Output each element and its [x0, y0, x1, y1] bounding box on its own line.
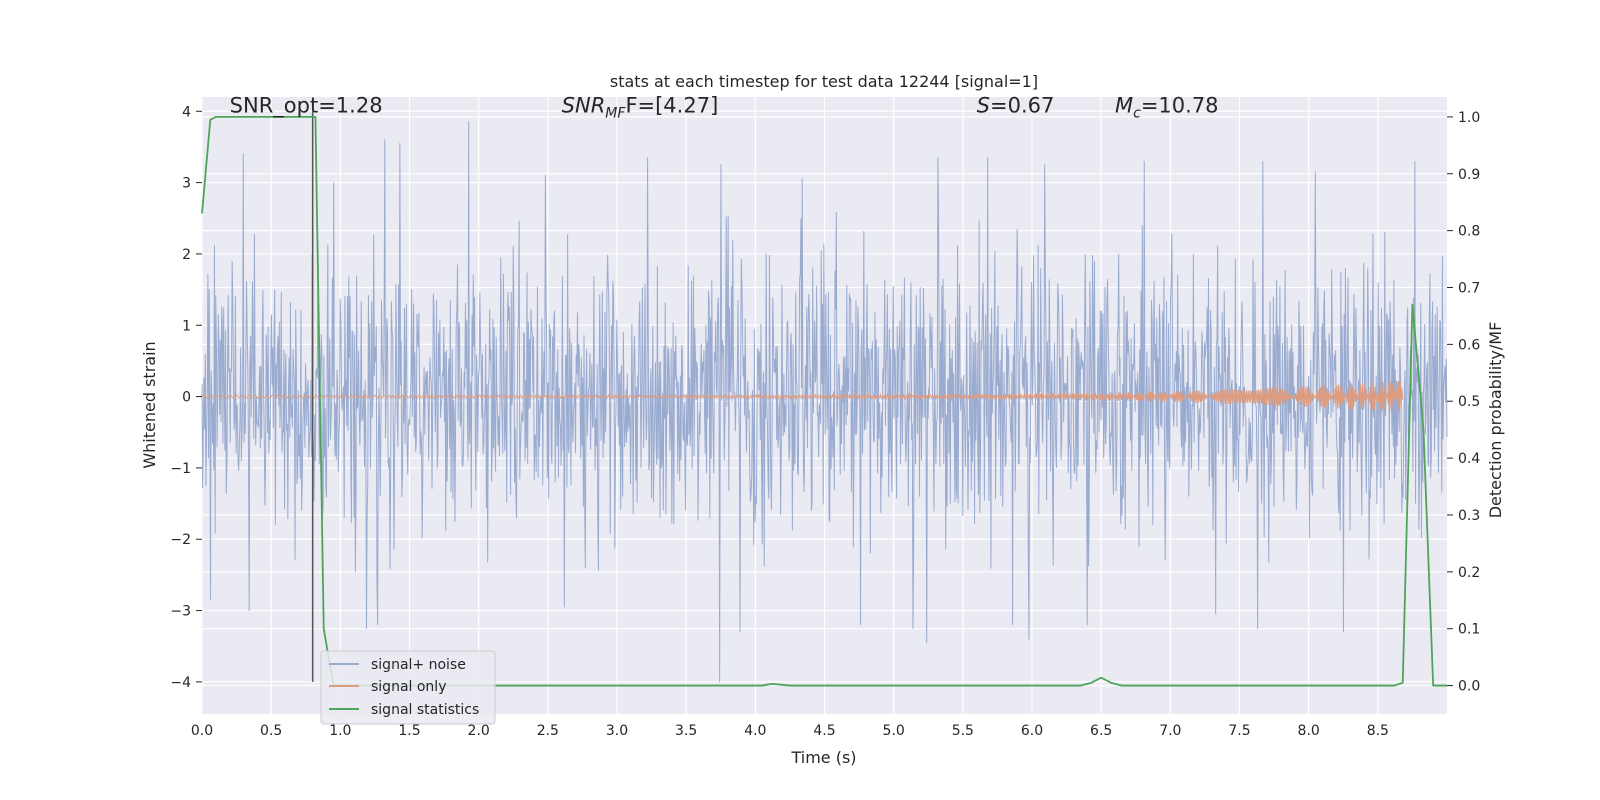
- x-tick-label: 3.0: [606, 723, 628, 739]
- y-right-tick-label: 0.8: [1458, 224, 1480, 240]
- y-tick-label: 0: [182, 390, 191, 406]
- x-tick-label: 3.5: [675, 723, 697, 739]
- x-tick-label: 2.5: [537, 723, 559, 739]
- y-tick-label: 3: [182, 176, 191, 192]
- y-tick-label: −2: [170, 532, 191, 548]
- y-tick-label: 2: [182, 247, 191, 263]
- legend-label-signal-noise: signal+ noise: [371, 657, 466, 673]
- y-tick-label: 1: [182, 318, 191, 334]
- y-axis-label: Whitened strain: [140, 341, 159, 468]
- x-tick-label: 8.5: [1367, 723, 1389, 739]
- axes: 0.0 0.5 1.0 1.5 2.0 2.5 3.0 3.5 4.0 4.5 5.0 5.5 6.0 6…: [170, 104, 1480, 739]
- y-tick-label: −4: [170, 675, 191, 691]
- y-right-tick-label: 0.3: [1458, 508, 1480, 524]
- data-layer: [201, 111, 1448, 687]
- legend-box: [320, 650, 496, 725]
- y-right-tick-label: 0.5: [1458, 394, 1480, 410]
- series-signal-statistics-line: [201, 116, 1447, 687]
- annotation-snr-opt: SNR_opt=1.28: [230, 94, 383, 119]
- y-tick-label: −3: [170, 604, 191, 620]
- x-tick-label: 0.0: [191, 723, 213, 739]
- x-tick-label: 1.5: [398, 723, 420, 739]
- y-right-tick-label: 0.7: [1458, 281, 1480, 297]
- y-axis-right-label: Detection probability/MF: [1486, 322, 1505, 519]
- annotations: SNR_opt=1.28 SNRMFF=[4.27] S=0.67 Mc=10.78: [230, 94, 1219, 122]
- y-right-tick-label: 0.9: [1458, 167, 1480, 183]
- x-axis-label: Time (s): [790, 748, 856, 767]
- legend-label-signal-only: signal only: [371, 679, 446, 695]
- series-signal-noise-line: [201, 121, 1448, 683]
- y-right-tick-label: 0.2: [1458, 565, 1480, 581]
- series-signal-only-line: [201, 381, 1404, 413]
- x-tick-label: 4.0: [744, 723, 766, 739]
- y-tick-label: 4: [182, 104, 191, 120]
- y-right-tick-label: 1.0: [1458, 110, 1480, 126]
- annotation-snr-mf: SNRMFF=[4.27]: [562, 94, 719, 122]
- chart-title: stats at each timestep for test data 122…: [610, 72, 1038, 91]
- x-tick-label: 6.0: [1021, 723, 1043, 739]
- x-tick-label: 7.5: [1228, 723, 1250, 739]
- x-tick-label: 6.5: [1090, 723, 1112, 739]
- x-tick-label: 4.5: [813, 723, 835, 739]
- x-tick-label: 0.5: [260, 723, 282, 739]
- x-tick-label: 7.0: [1159, 723, 1181, 739]
- annotation-s-value: S=0.67: [977, 94, 1055, 118]
- legend-label-signal-statistics: signal statistics: [371, 702, 479, 718]
- x-tick-label: 5.0: [883, 723, 905, 739]
- y-tick-label: −1: [170, 461, 191, 477]
- y-right-tick-label: 0.6: [1458, 337, 1480, 353]
- y-right-tick-label: 0.4: [1458, 451, 1480, 467]
- legend: signal+ noise signal only signal statist…: [320, 650, 496, 725]
- annotation-mc-value: Mc=10.78: [1115, 94, 1219, 122]
- x-tick-label: 2.0: [468, 723, 490, 739]
- y-right-tick-label: 0.0: [1458, 679, 1480, 695]
- x-tick-label: 1.0: [329, 723, 351, 739]
- x-tick-label: 8.0: [1298, 723, 1320, 739]
- y-right-tick-label: 0.1: [1458, 622, 1480, 638]
- x-tick-label: 5.5: [952, 723, 974, 739]
